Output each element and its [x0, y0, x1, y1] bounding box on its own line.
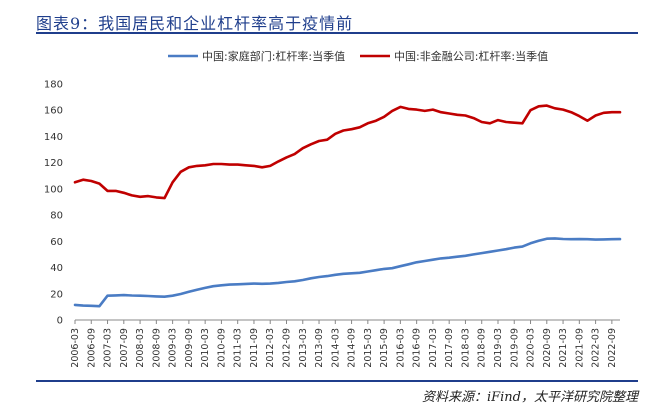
x-tick-label: 2011-03	[233, 328, 244, 368]
x-tick-label: 2013-09	[314, 328, 325, 368]
y-tick-label: 20	[50, 289, 63, 300]
x-tick-label: 2010-09	[216, 328, 227, 368]
x-tick-label: 2017-09	[444, 328, 455, 368]
x-tick-label: 2012-09	[281, 328, 292, 368]
legend-label-1: 中国:家庭部门:杠杆率:当季值	[202, 49, 345, 63]
x-tick-label: 2007-03	[103, 328, 114, 368]
x-tick-label: 2020-09	[542, 328, 553, 368]
y-tick-label: 100	[44, 184, 63, 195]
y-tick-label: 60	[50, 237, 63, 248]
x-tick-label: 2016-09	[412, 328, 423, 368]
title-rule	[36, 32, 638, 34]
legend: 中国:家庭部门:杠杆率:当季值 中国:非金融公司:杠杆率:当季值	[168, 49, 548, 63]
x-tick-label: 2016-03	[395, 328, 406, 368]
x-tick-label: 2021-03	[558, 328, 569, 368]
x-tick-label: 2009-09	[184, 328, 195, 368]
x-tick-label: 2018-09	[477, 328, 488, 368]
y-tick-label: 160	[44, 106, 63, 117]
y-tick-label: 0	[57, 316, 63, 327]
y-tick-label: 140	[44, 132, 63, 143]
x-tick-label: 2011-09	[249, 328, 260, 368]
y-tick-label: 120	[44, 158, 63, 169]
chart-title: 图表9：我国居民和企业杠杆率高于疫情前	[36, 14, 354, 33]
x-axis: 2006-03 2006-09 2007-03 2007-09 2008-03 2008-…	[70, 319, 620, 368]
x-tick-label: 2006-03	[70, 328, 81, 368]
x-tick-label: 2021-09	[574, 328, 585, 368]
y-tick-label: 180	[44, 80, 63, 91]
y-axis: 0 20 40 60 80 100 120 140 160 180	[44, 80, 63, 327]
series-layer	[73, 104, 622, 308]
x-tick-label: 2008-09	[151, 328, 162, 368]
x-tick-label: 2007-09	[119, 328, 130, 368]
x-tick-label: 2014-03	[330, 328, 341, 368]
source-note: 资料来源：iFind，太平洋研究院整理	[421, 390, 638, 405]
x-tick-label: 2022-03	[591, 328, 602, 368]
x-tick-label: 2019-03	[493, 328, 504, 368]
y-tick-label: 40	[50, 263, 63, 274]
y-tick-label: 80	[50, 211, 63, 222]
x-tick-label: 2020-03	[526, 328, 537, 368]
series-line-2	[73, 104, 622, 200]
x-tick-label: 2015-09	[379, 328, 390, 368]
x-tick-label: 2008-03	[135, 328, 146, 368]
x-tick-label: 2013-03	[298, 328, 309, 368]
series-line-1	[73, 237, 622, 308]
x-tick-label: 2012-03	[265, 328, 276, 368]
x-tick-label: 2014-09	[347, 328, 358, 368]
x-tick-label: 2017-03	[428, 328, 439, 368]
legend-label-2: 中国:非金融公司:杠杆率:当季值	[394, 49, 548, 63]
x-tick-label: 2015-03	[363, 328, 374, 368]
x-tick-label: 2009-03	[168, 328, 179, 368]
x-tick-label: 2006-09	[86, 328, 97, 368]
x-tick-label: 2019-09	[509, 328, 520, 368]
x-tick-label: 2010-03	[200, 328, 211, 368]
x-tick-label: 2018-03	[460, 328, 471, 368]
x-tick-label: 2022-09	[607, 328, 618, 368]
footer-rule	[36, 380, 638, 382]
